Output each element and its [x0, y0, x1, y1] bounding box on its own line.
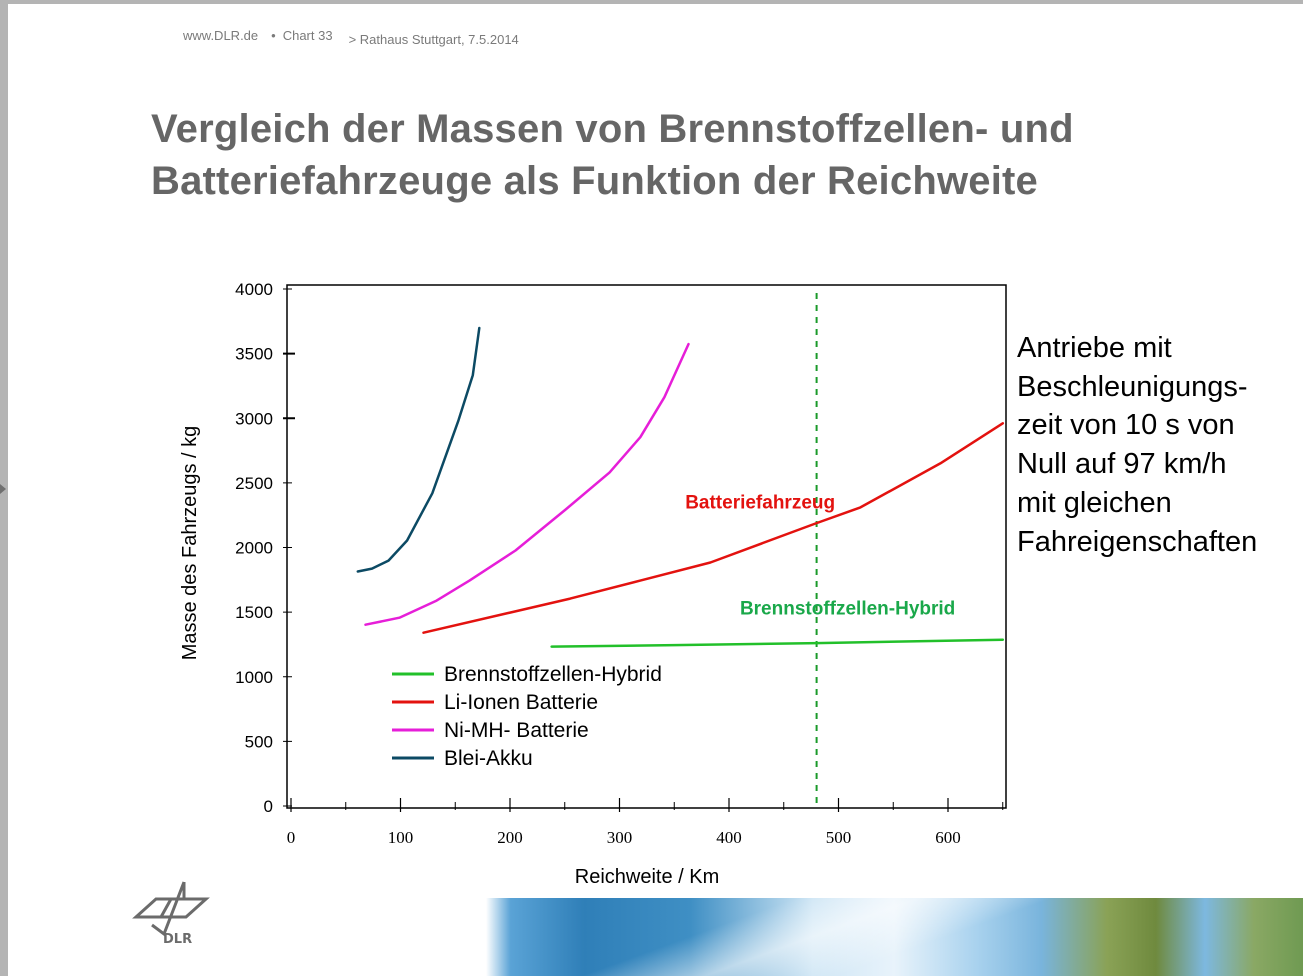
x-axis-label: Reichweite / Km: [575, 866, 720, 888]
dlr-logo-text: DLR: [163, 932, 192, 947]
y-tick-label: 4000: [235, 280, 273, 299]
y-tick-label: 1000: [235, 668, 273, 687]
note-line: Beschleunigungs-: [1017, 370, 1248, 403]
slide: www.DLR.de • Chart 33 > Rathaus Stuttgart, …: [8, 4, 1303, 976]
cloud-overlay: [486, 898, 1303, 976]
annotation-label: Brennstoffzellen-Hybrid: [740, 599, 955, 620]
note-line: Antriebe mit: [1017, 332, 1172, 364]
annotation-label: Batteriefahrzeug: [685, 493, 835, 514]
y-tick-label: 2500: [235, 474, 273, 493]
title-line-1: Vergleich der Massen von Brennstoffzelle…: [151, 107, 1074, 151]
chart-series: [356, 293, 1005, 808]
series-line-blei-akku: [356, 326, 481, 573]
dlr-logo-icon: DLR: [132, 881, 210, 947]
note-line: Fahreigenschaften: [1017, 525, 1258, 558]
earth-banner-image: [486, 898, 1303, 976]
x-tick-label: 400: [716, 828, 742, 847]
chart-annotations: Batteriefahrzeug Brennstoffzellen-Hybrid: [685, 493, 955, 620]
dlr-logo: DLR: [126, 877, 216, 952]
x-tick-label: 0: [287, 828, 296, 847]
y-tick-label: 2000: [235, 539, 273, 558]
plot-frame: [286, 284, 1007, 809]
legend-label: Brennstoffzellen-Hybrid: [444, 663, 662, 686]
legend-label: Li-Ionen Batterie: [444, 691, 598, 714]
x-tick-label: 600: [935, 828, 961, 847]
series-line-brennstoffzellen-hybrid: [550, 638, 1005, 648]
series-line-li-ionen-batterie: [422, 422, 1005, 634]
x-tick-label: 300: [607, 828, 633, 847]
x-tick-label: 500: [826, 828, 852, 847]
side-note: Antriebe mit Beschleunigungs- zeit von 1…: [1017, 329, 1257, 561]
note-line: Null auf 97 km/h: [1017, 448, 1227, 481]
slide-header: www.DLR.de • Chart 33 > Rathaus Stuttgart, …: [183, 28, 525, 47]
header-site: www.DLR.de: [183, 28, 259, 43]
slide-nav-arrow-icon[interactable]: [0, 484, 6, 494]
page-title: Vergleich der Massen von Brennstoffzelle…: [151, 103, 1074, 207]
x-tick-label: 200: [497, 828, 523, 847]
header-location-date: > Rathaus Stuttgart, 7.5.2014: [348, 32, 519, 47]
note-line: mit gleichen: [1017, 486, 1172, 519]
header-chart-number: Chart 33: [282, 28, 333, 43]
chart-axes: 0 500 1000 1500 2000 2500 3000 3500 4000 0 100 200 3…: [179, 280, 1007, 888]
header-separator: •: [271, 28, 276, 43]
legend-label: Blei-Akku: [444, 747, 533, 770]
note-line: zeit von 10 s von: [1017, 409, 1235, 442]
x-tick-label: 100: [388, 828, 414, 847]
chart-legend: Brennstoffzellen-Hybrid Li-Ionen Batterie…: [392, 663, 662, 770]
y-axis-label: Masse des Fahrzeugs / kg: [179, 426, 201, 661]
y-tick-label: 1500: [235, 603, 273, 622]
y-tick-label: 0: [264, 797, 273, 816]
series-line-ni-mh-batterie: [364, 342, 690, 626]
y-tick-label: 500: [245, 732, 273, 751]
y-tick-label: 3500: [235, 345, 273, 364]
y-tick-label: 3000: [235, 409, 273, 428]
legend-label: Ni-MH- Batterie: [444, 719, 589, 742]
title-line-2: Batteriefahrzeuge als Funktion der Reich…: [151, 159, 1038, 203]
